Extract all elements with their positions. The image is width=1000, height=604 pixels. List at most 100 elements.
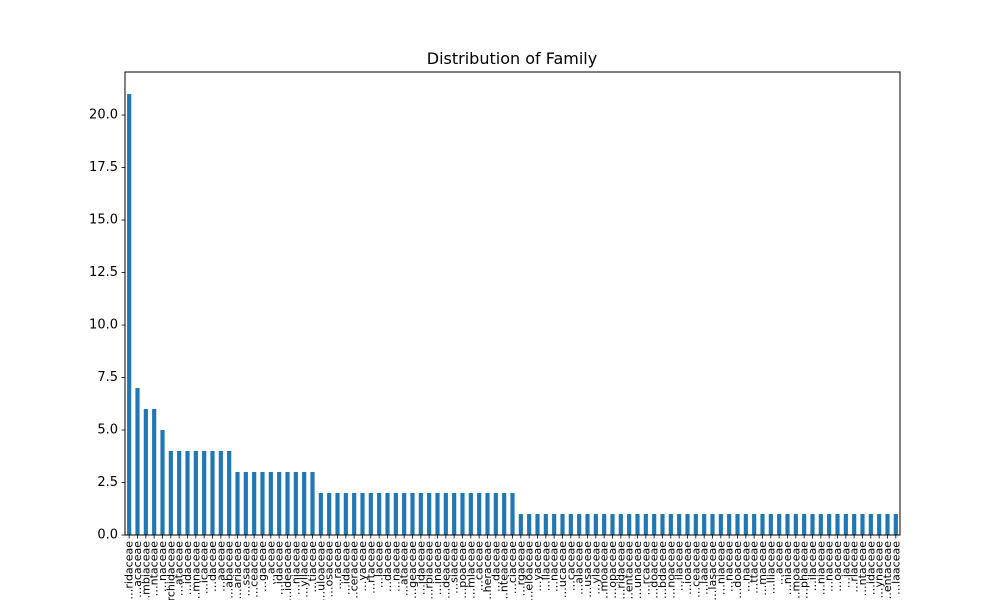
bar bbox=[568, 514, 573, 535]
bar bbox=[843, 514, 848, 535]
bar bbox=[302, 472, 307, 535]
bar bbox=[202, 451, 207, 535]
x-tick-label: …lliaceae bbox=[764, 541, 777, 594]
bar bbox=[493, 493, 498, 535]
x-tick-label: …noaceae bbox=[664, 541, 677, 599]
x-tick-label: …laceae bbox=[373, 541, 386, 588]
bar bbox=[143, 409, 148, 535]
bar bbox=[193, 451, 198, 535]
bar bbox=[435, 493, 440, 535]
x-tick-label: …ucaceae bbox=[556, 541, 569, 598]
bar bbox=[610, 514, 615, 535]
bar bbox=[593, 514, 598, 535]
x-tick-label: …ttaceae bbox=[748, 541, 761, 594]
x-tick-label: …ariaceae bbox=[231, 541, 244, 600]
bar bbox=[285, 472, 290, 535]
bar bbox=[185, 451, 190, 535]
bar bbox=[227, 451, 232, 535]
bar bbox=[377, 493, 382, 535]
bar bbox=[402, 493, 407, 535]
bar bbox=[893, 514, 898, 535]
bar bbox=[643, 514, 648, 535]
x-tick-label: …doaceae bbox=[648, 541, 661, 599]
bar bbox=[735, 514, 740, 535]
x-tick-label: …bdaceae bbox=[656, 541, 669, 599]
x-tick-label: …mlaceae bbox=[464, 541, 477, 599]
bar bbox=[852, 514, 857, 535]
bar bbox=[718, 514, 723, 535]
bar bbox=[135, 388, 140, 535]
bar bbox=[502, 493, 507, 535]
bar bbox=[860, 514, 865, 535]
x-tick-label: …uloaceae bbox=[314, 541, 327, 600]
bar bbox=[427, 493, 432, 535]
x-tick-label: …idaceae bbox=[339, 541, 352, 595]
x-tick-label: …naceae bbox=[823, 541, 836, 592]
bar bbox=[668, 514, 673, 535]
x-tick-label: …opaceae bbox=[606, 541, 619, 599]
x-tick-label: …rgaceae bbox=[514, 541, 527, 597]
x-tick-label: …ideaceae bbox=[281, 541, 294, 600]
x-tick-label: …tiaceae bbox=[306, 541, 319, 593]
bar bbox=[802, 514, 807, 535]
x-tick-label: …idaceae bbox=[864, 541, 877, 595]
x-tick-label: …naceae bbox=[739, 541, 752, 592]
x-tick-label: …ceraceae bbox=[348, 541, 361, 600]
bar bbox=[727, 514, 732, 535]
bar bbox=[652, 514, 657, 535]
x-tick-label: …ioaceae bbox=[681, 541, 694, 595]
x-tick-label: …idaceae bbox=[181, 541, 194, 595]
bar bbox=[577, 514, 582, 535]
bar bbox=[168, 451, 173, 535]
x-tick-label: …idaceae bbox=[414, 541, 427, 595]
y-tick-label: 15.0 bbox=[89, 213, 118, 228]
x-tick-label: …osaceae bbox=[323, 541, 336, 598]
bar bbox=[318, 493, 323, 535]
bar bbox=[510, 493, 515, 535]
bar bbox=[777, 514, 782, 535]
y-tick-label: 12.5 bbox=[89, 265, 118, 280]
x-tick-label: …rtaceae bbox=[364, 541, 377, 594]
x-tick-label: …ssaceae bbox=[239, 541, 252, 597]
y-tick-label: 17.5 bbox=[89, 160, 118, 175]
x-tick-label: …maceae bbox=[756, 541, 769, 596]
bar bbox=[543, 514, 548, 535]
x-tick-label: …naceae bbox=[548, 541, 561, 592]
bar bbox=[477, 493, 482, 535]
x-tick-label: …ciaceae bbox=[506, 541, 519, 594]
bar bbox=[310, 472, 315, 535]
x-tick-label: …ilaceae bbox=[673, 541, 686, 591]
bar bbox=[410, 493, 415, 535]
x-tick-label: …niaceae bbox=[814, 541, 827, 595]
y-tick-label: 5.0 bbox=[97, 423, 118, 438]
x-tick-label: …ylaceae bbox=[589, 541, 602, 595]
bar bbox=[660, 514, 665, 535]
bar bbox=[868, 514, 873, 535]
bar bbox=[743, 514, 748, 535]
y-tick-label: 10.0 bbox=[89, 318, 118, 333]
bar bbox=[177, 451, 182, 535]
bar bbox=[268, 472, 273, 535]
bar bbox=[768, 514, 773, 535]
x-tick-label: …aceae bbox=[773, 541, 786, 585]
x-tick-label: …naceae bbox=[156, 541, 169, 592]
bar bbox=[352, 493, 357, 535]
x-tick-label: …phaceae bbox=[798, 541, 811, 599]
x-tick-label: …ntaceae bbox=[148, 541, 161, 597]
bar bbox=[160, 430, 165, 535]
x-tick-label: …yaceae bbox=[356, 541, 369, 592]
y-tick-label: 20.0 bbox=[89, 108, 118, 123]
bar bbox=[585, 514, 590, 535]
bar bbox=[368, 493, 373, 535]
y-tick-label: 0.0 bbox=[97, 528, 118, 543]
x-tick-label: …ntaceae bbox=[856, 541, 869, 597]
bar bbox=[443, 493, 448, 535]
bar bbox=[793, 514, 798, 535]
bar bbox=[385, 493, 390, 535]
bar bbox=[468, 493, 473, 535]
x-tick-label: …ynaceae bbox=[873, 541, 886, 599]
bar bbox=[818, 514, 823, 535]
